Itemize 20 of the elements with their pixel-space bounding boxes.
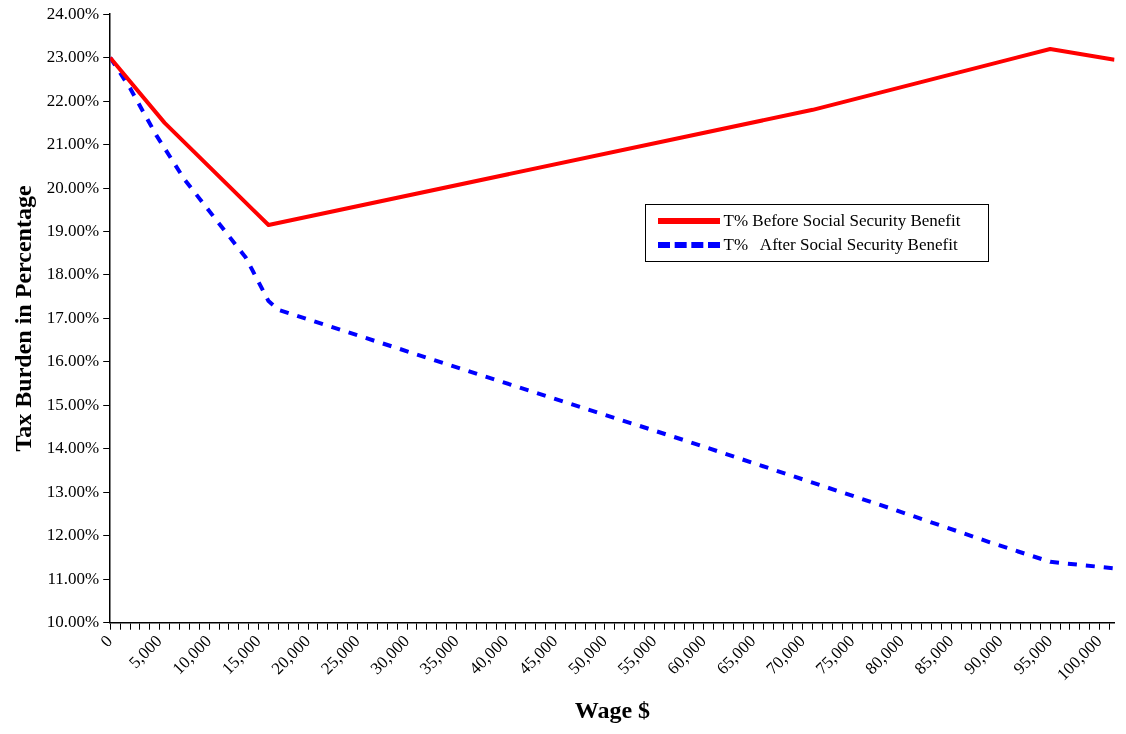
- y-tick-label: 19.00%: [46, 220, 100, 240]
- y-tick-label: 14.00%: [46, 438, 100, 458]
- y-tick-label: 10.00%: [46, 612, 100, 632]
- y-tick-label: 21.00%: [46, 134, 100, 154]
- y-tick-label: 17.00%: [46, 307, 100, 327]
- y-axis-title: Tax Burden in Percentage: [9, 185, 36, 452]
- x-axis-title: Wage $: [574, 696, 651, 723]
- y-tick-label: 18.00%: [46, 264, 100, 284]
- y-tick-label: 20.00%: [46, 177, 100, 197]
- legend-label: T% After Social Security Benefit: [723, 234, 958, 257]
- y-tick-label: 16.00%: [46, 351, 100, 371]
- y-tick-label: 24.00%: [46, 3, 100, 23]
- x-tick-label: 0: [96, 631, 117, 651]
- legend-label: T% Before Social Security Benefit: [723, 210, 961, 233]
- y-tick-label: 15.00%: [46, 394, 100, 414]
- y-tick-label: 23.00%: [46, 47, 100, 67]
- y-tick-label: 22.00%: [46, 90, 100, 110]
- y-tick-label: 13.00%: [46, 481, 100, 501]
- y-tick-label: 12.00%: [46, 525, 100, 545]
- y-tick-label: 11.00%: [47, 568, 100, 588]
